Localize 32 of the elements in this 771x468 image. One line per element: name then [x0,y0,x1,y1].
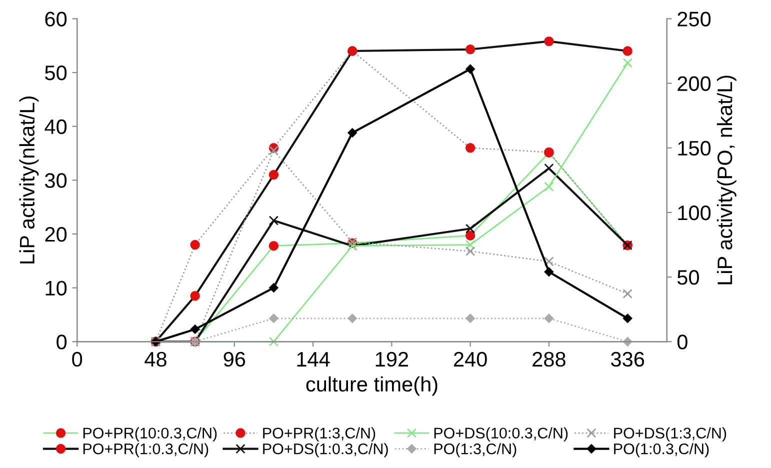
y-tick-label: 10 [46,280,67,296]
x-tick-label: 144 [297,352,330,366]
x-tick-label: 192 [376,352,408,367]
legend-label: PO(1:3,C/N) [434,443,516,458]
y2-tick-label: 100 [678,205,711,220]
legend-label: PO+DS(1:3,C/N) [614,427,726,442]
y-axis-title: LiP activity(nkat/L) [19,96,39,264]
y-tick-label: 40 [44,119,67,134]
legend-label: PO+PR(1:3,C/N) [263,427,376,442]
y2-tick-label: 200 [678,76,711,92]
y-tick-label: 60 [45,12,67,26]
y2-tick-label: 50 [677,270,699,285]
legend-label: PO+PR(10:0.3,C/N) [83,427,217,442]
legend-label: PO+PR(1:0.3,C/N) [83,443,208,458]
y2-tick-label: 150 [678,140,711,156]
y2-axis-title: LiP activity(PO, nkat/L) [716,76,736,284]
legend-label: PO+DS(10:0.3,C/N) [434,427,568,442]
x-tick-label: 336 [611,352,644,367]
y-tick-label: 20 [45,227,67,242]
y-tick-label: 30 [45,173,67,188]
x-tick-label: 288 [532,352,566,367]
x-tick-label: 0 [72,352,82,367]
y-tick-label: 50 [45,66,67,80]
y2-tick-label: 250 [678,12,711,26]
legend-label: PO+DS(1:0.3,C/N) [263,443,388,458]
y2-tick-label: 0 [677,334,688,350]
y-tick-label: 0 [56,334,67,350]
legend-label: PO(1:0.3,C/N) [614,443,709,458]
x-axis-title: culture time(h) [306,376,438,396]
x-tick-label: 96 [224,352,246,367]
x-tick-label: 240 [454,352,487,367]
x-tick-label: 48 [144,352,166,367]
